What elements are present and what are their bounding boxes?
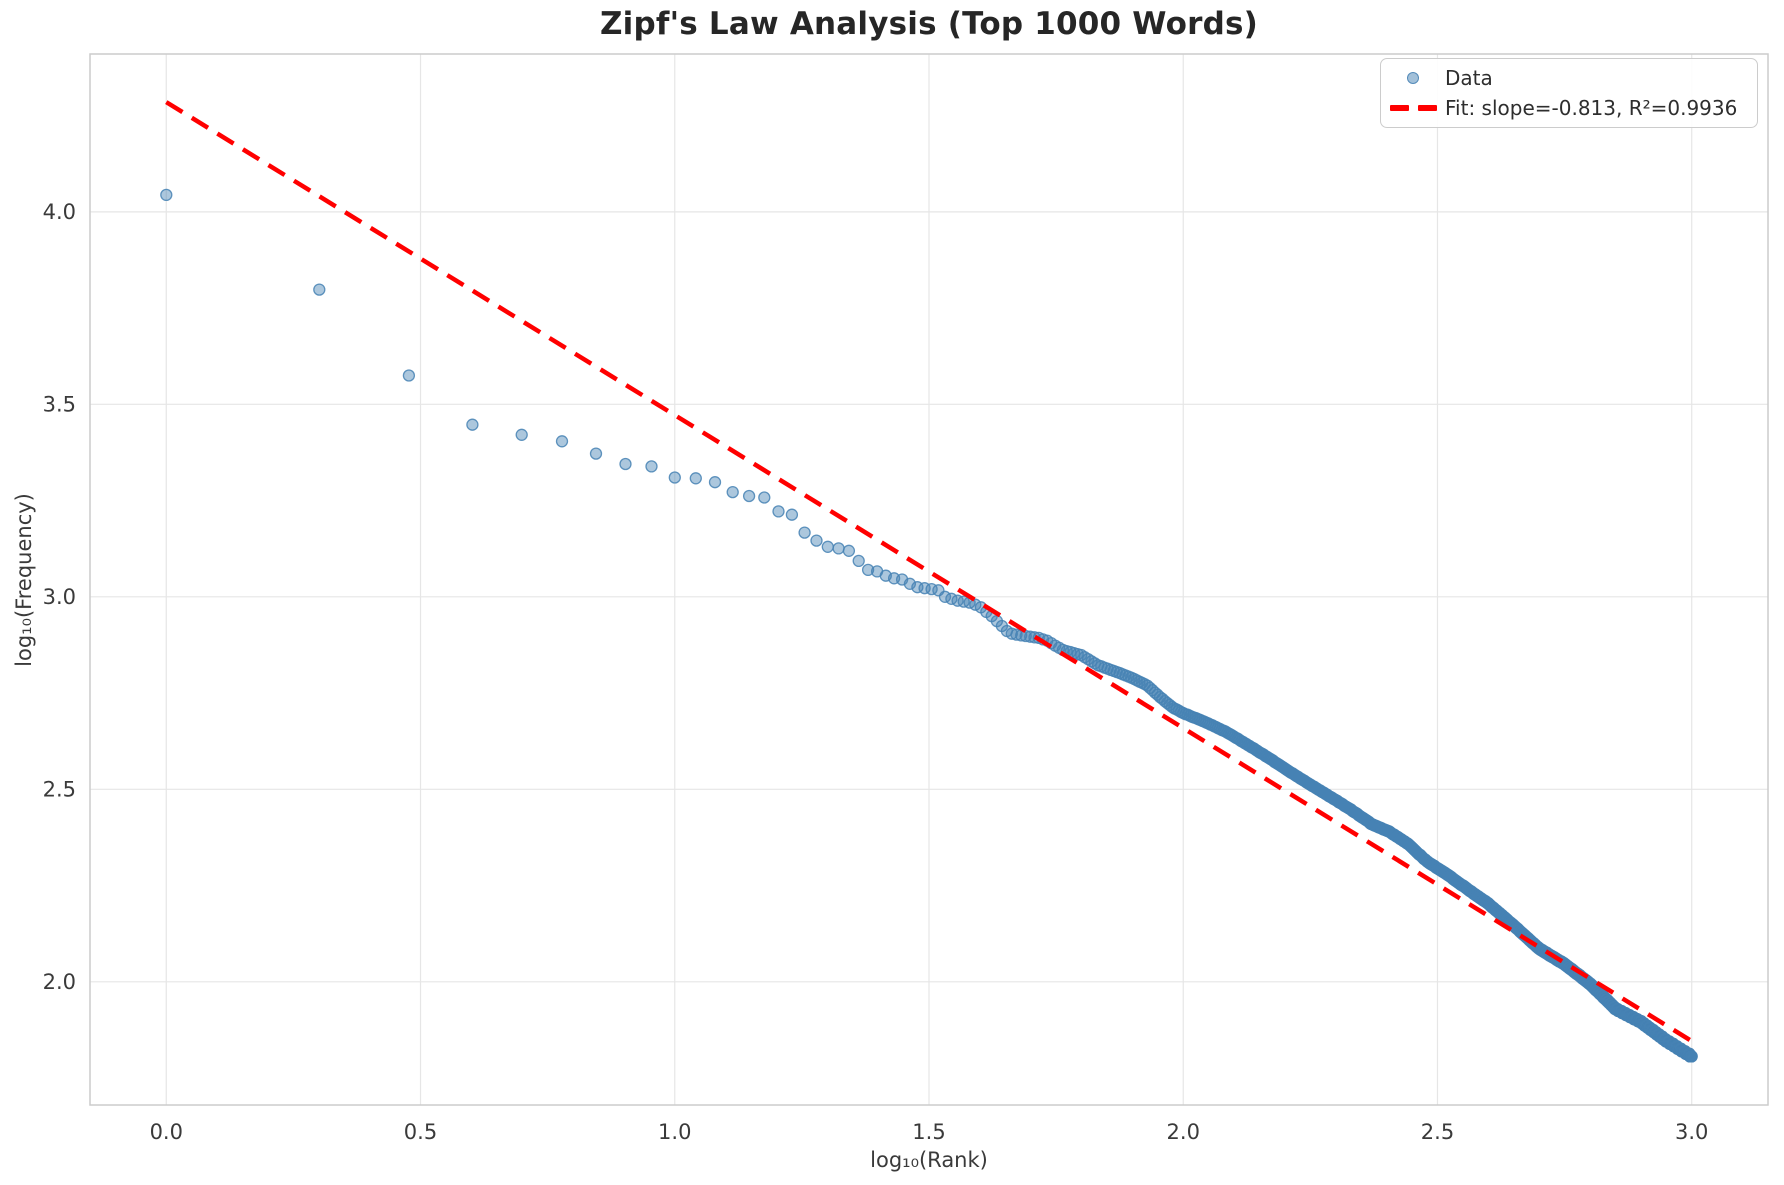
x-tick-label: 2.5 [1421,1120,1454,1144]
x-tick-label: 0.0 [150,1120,183,1144]
x-tick-label: 1.0 [658,1120,691,1144]
x-tick-label: 1.5 [912,1120,945,1144]
scatter-marker-icon [1381,72,1445,84]
x-tick-label: 3.0 [1675,1120,1708,1144]
y-axis-label: log₁₀(Frequency) [12,493,36,667]
legend-label-fit: Fit: slope=-0.813, R²=0.9936 [1445,96,1738,120]
y-tick-label: 3.0 [43,585,76,609]
y-tick-label: 2.0 [43,970,76,994]
legend-entry-data: Data [1381,63,1757,93]
chart-title: Zipf's Law Analysis (Top 1000 Words) [600,6,1258,42]
legend-entry-fit: Fit: slope=-0.813, R²=0.9936 [1381,93,1757,123]
y-tick-label: 2.5 [43,777,76,801]
gridlines [90,54,1768,1105]
x-tick-label: 0.5 [404,1120,437,1144]
x-axis-label: log₁₀(Rank) [870,1148,988,1172]
legend: Data Fit: slope=-0.813, R²=0.9936 [1380,58,1758,128]
legend-label-data: Data [1445,66,1493,90]
axes-frame [89,53,1769,1106]
x-tick-labels: 0.0 0.5 1.0 1.5 2.0 2.5 3.0 [150,1120,1709,1144]
y-tick-label: 4.0 [43,200,76,224]
dashed-line-icon [1381,105,1445,111]
x-tick-label: 2.0 [1167,1120,1200,1144]
y-tick-labels: 2.0 2.5 3.0 3.5 4.0 [43,200,76,994]
y-tick-label: 3.5 [43,392,76,416]
